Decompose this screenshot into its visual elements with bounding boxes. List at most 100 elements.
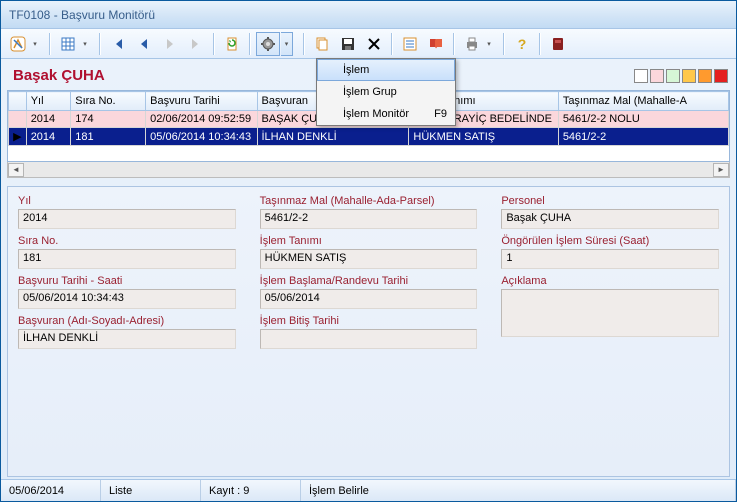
- status-date: 05/06/2014: [1, 480, 101, 501]
- table-cell[interactable]: 02/06/2014 09:52:59: [146, 111, 257, 128]
- label-basvurutarihi: Başvuru Tarihi - Saati: [18, 275, 236, 287]
- separator: [99, 33, 101, 55]
- field-ongorulen: Öngörülen İşlem Süresi (Saat) 1: [501, 235, 719, 269]
- book-icon[interactable]: [424, 32, 448, 56]
- table-cell[interactable]: 181: [71, 128, 146, 146]
- label-islemtanimi: İşlem Tanımı: [260, 235, 478, 247]
- color-swatch[interactable]: [634, 69, 648, 83]
- app-icon[interactable]: [6, 32, 30, 56]
- help-icon[interactable]: ?: [510, 32, 534, 56]
- value-personel: Başak ÇUHA: [501, 209, 719, 229]
- table-cell[interactable]: 2014: [26, 111, 71, 128]
- separator: [249, 33, 251, 55]
- exit-icon[interactable]: [546, 32, 570, 56]
- delete-icon[interactable]: [362, 32, 386, 56]
- color-swatches: [634, 69, 728, 83]
- list-icon[interactable]: [398, 32, 422, 56]
- label-aciklama: Açıklama: [501, 275, 719, 287]
- table-cell[interactable]: 174: [71, 111, 146, 128]
- user-name: Başak ÇUHA: [13, 67, 105, 84]
- separator: [391, 33, 393, 55]
- value-basvurutarihi: 05/06/2014 10:34:43: [18, 289, 236, 309]
- separator: [539, 33, 541, 55]
- window-title: TF0108 - Başvuru Monitörü: [9, 8, 155, 22]
- field-sirano: Sıra No. 181: [18, 235, 236, 269]
- menu-shortcut: F9: [434, 108, 447, 120]
- scroll-right-icon[interactable]: ►: [713, 163, 729, 177]
- row-marker: ▶: [9, 128, 27, 146]
- nav-prev-icon[interactable]: [132, 32, 156, 56]
- field-islembitis: İşlem Bitiş Tarihi: [260, 315, 478, 349]
- nav-last-icon[interactable]: [184, 32, 208, 56]
- status-liste: Liste: [101, 480, 201, 501]
- color-swatch[interactable]: [650, 69, 664, 83]
- table-cell[interactable]: 5461/2-2: [558, 128, 728, 146]
- gear-menu: İşlem İşlem Grup İşlem Monitör F9: [316, 58, 456, 126]
- label-tasinmaz: Taşınmaz Mal (Mahalle-Ada-Parsel): [260, 195, 478, 207]
- menu-label: İşlem Monitör: [343, 108, 409, 120]
- field-yil: Yıl 2014: [18, 195, 236, 229]
- field-basvurutarihi: Başvuru Tarihi - Saati 05/06/2014 10:34:…: [18, 275, 236, 309]
- color-swatch[interactable]: [698, 69, 712, 83]
- gear-icon[interactable]: [256, 32, 280, 56]
- value-basvuran: İLHAN DENKLİ: [18, 329, 236, 349]
- horizontal-scrollbar[interactable]: ◄ ►: [7, 162, 730, 178]
- color-swatch[interactable]: [682, 69, 696, 83]
- status-kayit: Kayıt : 9: [201, 480, 301, 501]
- value-aciklama: [501, 289, 719, 337]
- print-dropdown[interactable]: ▾: [485, 40, 493, 48]
- menu-item-islem-grup[interactable]: İşlem Grup: [317, 81, 455, 103]
- table-cell[interactable]: 5461/2-2 NOLU: [558, 111, 728, 128]
- gear-dropdown[interactable]: ▾: [281, 32, 293, 56]
- menu-item-islem[interactable]: İşlem: [317, 59, 455, 81]
- nav-next-icon[interactable]: [158, 32, 182, 56]
- label-yil: Yıl: [18, 195, 236, 207]
- color-swatch[interactable]: [666, 69, 680, 83]
- status-islembelirle: İşlem Belirle: [301, 480, 736, 501]
- refresh-icon[interactable]: [220, 32, 244, 56]
- grid-dropdown[interactable]: ▾: [81, 40, 89, 48]
- table-cell[interactable]: 2014: [26, 128, 71, 146]
- grid-icon[interactable]: [56, 32, 80, 56]
- value-tasinmaz: 5461/2-2: [260, 209, 478, 229]
- table-cell[interactable]: HÜKMEN SATIŞ: [409, 128, 558, 146]
- color-swatch[interactable]: [714, 69, 728, 83]
- row-marker-header: [9, 92, 27, 111]
- menu-label: İşlem Grup: [343, 86, 397, 98]
- field-islembaslama: İşlem Başlama/Randevu Tarihi 05/06/2014: [260, 275, 478, 309]
- value-yil: 2014: [18, 209, 236, 229]
- value-islembitis: [260, 329, 478, 349]
- menu-item-islem-monitor[interactable]: İşlem Monitör F9: [317, 103, 455, 125]
- row-marker: [9, 111, 27, 128]
- menu-label: İşlem: [343, 64, 369, 76]
- label-basvuran: Başvuran (Adı-Soyadı-Adresi): [18, 315, 236, 327]
- value-islembaslama: 05/06/2014: [260, 289, 478, 309]
- column-header[interactable]: Sıra No.: [71, 92, 146, 111]
- scroll-left-icon[interactable]: ◄: [8, 163, 24, 177]
- save-icon[interactable]: [336, 32, 360, 56]
- column-header[interactable]: Yıl: [26, 92, 71, 111]
- value-ongorulen: 1: [501, 249, 719, 269]
- separator: [303, 33, 305, 55]
- column-header[interactable]: Başvuru Tarihi: [146, 92, 257, 111]
- nav-first-icon[interactable]: [106, 32, 130, 56]
- label-personel: Personel: [501, 195, 719, 207]
- table-cell[interactable]: İLHAN DENKLİ: [257, 128, 409, 146]
- table-cell[interactable]: 05/06/2014 10:34:43: [146, 128, 257, 146]
- details-panel: Yıl 2014 Taşınmaz Mal (Mahalle-Ada-Parse…: [7, 186, 730, 477]
- value-sirano: 181: [18, 249, 236, 269]
- field-personel: Personel Başak ÇUHA: [501, 195, 719, 229]
- copy-icon[interactable]: [310, 32, 334, 56]
- separator: [49, 33, 51, 55]
- field-islemtanimi: İşlem Tanımı HÜKMEN SATIŞ: [260, 235, 478, 269]
- titlebar[interactable]: TF0108 - Başvuru Monitörü: [1, 1, 736, 29]
- label-islembaslama: İşlem Başlama/Randevu Tarihi: [260, 275, 478, 287]
- field-basvuran: Başvuran (Adı-Soyadı-Adresi) İLHAN DENKL…: [18, 315, 236, 349]
- statusbar: 05/06/2014 Liste Kayıt : 9 İşlem Belirle: [1, 479, 736, 501]
- app-window: TF0108 - Başvuru Monitörü ▾ ▾ ▾ ▾: [0, 0, 737, 502]
- table-row[interactable]: ▶201418105/06/2014 10:34:43İLHAN DENKLİH…: [9, 128, 729, 146]
- separator: [503, 33, 505, 55]
- print-icon[interactable]: [460, 32, 484, 56]
- column-header[interactable]: Taşınmaz Mal (Mahalle-A: [558, 92, 728, 111]
- app-icon-dropdown[interactable]: ▾: [31, 40, 39, 48]
